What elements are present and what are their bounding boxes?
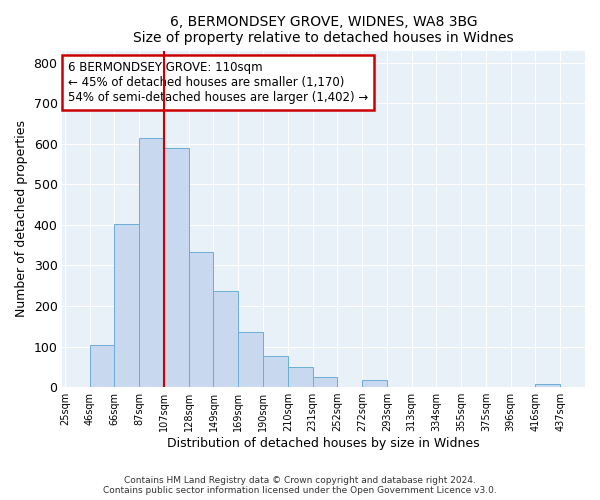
Bar [139, 138, 164, 387]
Bar [164, 148, 189, 387]
Bar [189, 252, 214, 387]
Bar [115, 224, 139, 387]
Bar [238, 332, 263, 387]
Text: 6 BERMONDSEY GROVE: 110sqm
← 45% of detached houses are smaller (1,170)
54% of s: 6 BERMONDSEY GROVE: 110sqm ← 45% of deta… [68, 60, 368, 104]
X-axis label: Distribution of detached houses by size in Widnes: Distribution of detached houses by size … [167, 437, 480, 450]
Text: Contains HM Land Registry data © Crown copyright and database right 2024.
Contai: Contains HM Land Registry data © Crown c… [103, 476, 497, 495]
Bar [288, 367, 313, 387]
Title: 6, BERMONDSEY GROVE, WIDNES, WA8 3BG
Size of property relative to detached house: 6, BERMONDSEY GROVE, WIDNES, WA8 3BG Siz… [133, 15, 514, 45]
Bar [313, 376, 337, 387]
Bar [263, 356, 288, 387]
Bar [362, 380, 387, 387]
Bar [89, 344, 115, 387]
Bar [535, 384, 560, 387]
Bar [214, 291, 238, 387]
Y-axis label: Number of detached properties: Number of detached properties [15, 120, 28, 318]
